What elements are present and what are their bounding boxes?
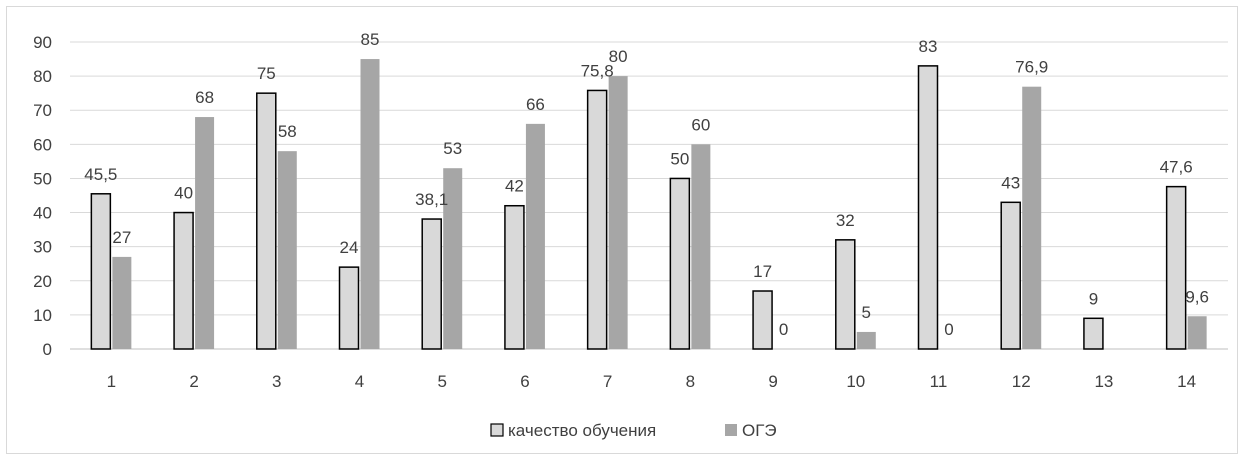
legend: качество обучения ОГЭ [490, 421, 777, 440]
data-label: 38,1 [415, 190, 448, 209]
data-label: 76,9 [1015, 58, 1048, 77]
gridlines [70, 41, 1228, 350]
y-tick-label: 30 [33, 238, 52, 257]
bar-quality [669, 177, 691, 350]
y-tick-label: 70 [33, 101, 52, 120]
data-label: 45,5 [84, 165, 117, 184]
bar-oge [856, 331, 876, 349]
bar-oge [277, 151, 297, 349]
data-label: 42 [505, 177, 524, 196]
bar-quality [90, 193, 112, 350]
x-tick-label: 12 [1012, 372, 1031, 391]
bar-quality [256, 92, 277, 350]
x-tick-label: 8 [686, 372, 695, 391]
bar-quality [586, 89, 608, 350]
data-labels: 45,52740687558248538,153426675,880506017… [84, 30, 1209, 339]
data-label: 17 [753, 262, 772, 281]
data-label: 32 [836, 211, 855, 230]
bar-quality [173, 211, 194, 350]
data-label: 0 [779, 320, 788, 339]
bar-oge [1022, 86, 1042, 350]
bar-quality [835, 239, 856, 350]
x-tick-label: 3 [272, 372, 281, 391]
data-label: 75,8 [581, 61, 614, 80]
bar-oge [608, 76, 628, 349]
bar-quality [917, 65, 939, 350]
bar-oge [1187, 316, 1207, 349]
y-tick-label: 40 [33, 204, 52, 223]
data-label: 80 [609, 47, 628, 66]
y-tick-label: 50 [33, 169, 52, 188]
x-tick-label: 6 [520, 372, 529, 391]
data-label: 50 [670, 149, 689, 168]
x-tick-label: 13 [1094, 372, 1113, 391]
data-label: 68 [195, 88, 214, 107]
bar-quality [504, 204, 525, 350]
data-label: 40 [174, 184, 193, 203]
bars [90, 59, 1207, 350]
y-tick-label: 20 [33, 272, 52, 291]
legend-swatch-oge [725, 424, 737, 436]
legend-swatch-quality [490, 423, 504, 437]
x-tick-label: 10 [846, 372, 865, 391]
y-tick-label: 90 [33, 33, 52, 52]
x-tick-label: 11 [930, 372, 948, 391]
data-label: 60 [691, 115, 710, 134]
x-tick-label: 7 [603, 372, 612, 391]
data-label: 85 [361, 30, 380, 49]
data-label: 53 [443, 139, 462, 158]
data-label: 83 [919, 37, 938, 56]
data-label: 58 [278, 122, 297, 141]
data-label: 5 [862, 303, 871, 322]
bar-oge [525, 123, 545, 349]
bar-quality [338, 266, 360, 350]
x-tick-label: 2 [189, 372, 198, 391]
data-label: 0 [944, 320, 953, 339]
bar-oge [443, 168, 463, 349]
data-label: 43 [1001, 173, 1020, 192]
y-tick-label: 60 [33, 135, 52, 154]
bar-quality [1083, 317, 1104, 350]
data-label: 27 [112, 228, 131, 247]
y-tick-label: 10 [33, 306, 52, 325]
y-axis-tick-labels: 0 10 20 30 40 50 60 70 80 90 [33, 33, 52, 359]
x-tick-label: 4 [355, 372, 364, 391]
legend-label-quality: качество обучения [508, 421, 656, 440]
legend-label-oge: ОГЭ [742, 421, 777, 440]
data-label: 24 [340, 238, 359, 257]
y-tick-label: 80 [33, 67, 52, 86]
bar-quality [752, 290, 773, 350]
x-axis-tick-labels: 1 2 3 4 5 6 7 8 9 10 11 12 13 14 [107, 372, 1196, 391]
data-label: 75 [257, 64, 276, 83]
x-tick-label: 14 [1177, 372, 1196, 391]
bar-oge [691, 144, 711, 349]
data-label: 47,6 [1160, 158, 1193, 177]
x-tick-label: 5 [437, 372, 446, 391]
bar-quality [421, 218, 442, 350]
bar-oge [195, 117, 215, 350]
data-label: 9,6 [1185, 287, 1209, 306]
data-label: 66 [526, 95, 545, 114]
y-tick-label: 0 [43, 340, 52, 359]
bar-quality [1165, 185, 1187, 350]
x-tick-label: 9 [768, 372, 777, 391]
x-tick-label: 1 [107, 372, 116, 391]
data-label: 9 [1089, 289, 1098, 308]
bar-oge [360, 59, 380, 350]
bar-quality [1000, 201, 1021, 350]
bar-oge [112, 256, 132, 349]
